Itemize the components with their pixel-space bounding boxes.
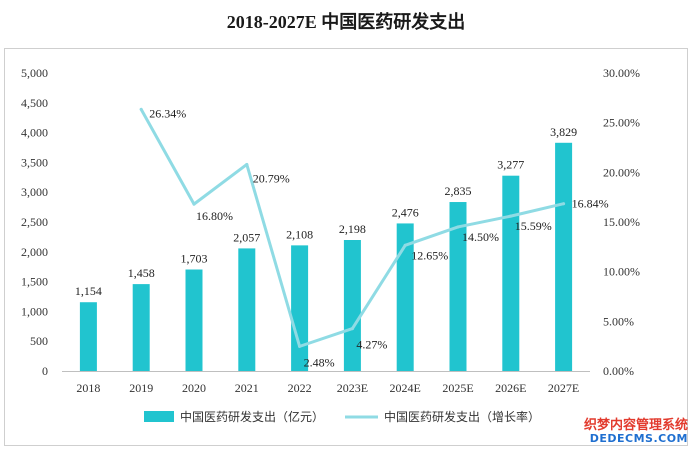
y-left-tick-label: 1,500 bbox=[21, 275, 48, 289]
line-value-label: 2.48% bbox=[304, 355, 335, 369]
x-tick-label: 2023E bbox=[337, 381, 368, 395]
bar bbox=[185, 269, 203, 371]
y-right-tick-label: 5.00% bbox=[603, 314, 634, 328]
y-right-tick-label: 0.00% bbox=[603, 364, 634, 378]
legend-bar-swatch bbox=[144, 411, 174, 422]
bar bbox=[291, 245, 309, 371]
line-point bbox=[562, 202, 566, 206]
y-left-tick-label: 3,500 bbox=[21, 155, 48, 169]
chart-frame bbox=[4, 48, 688, 446]
line-value-label: 16.84% bbox=[572, 197, 609, 211]
x-tick-label: 2022 bbox=[288, 381, 312, 395]
bar bbox=[343, 239, 361, 371]
bar bbox=[238, 248, 256, 371]
line-value-label: 20.79% bbox=[253, 171, 290, 185]
bar-value-label: 2,476 bbox=[392, 205, 419, 219]
line-value-label: 4.27% bbox=[356, 338, 387, 352]
x-tick-label: 2024E bbox=[390, 381, 421, 395]
x-tick-label: 2027E bbox=[548, 381, 579, 395]
bar-value-label: 2,198 bbox=[339, 222, 366, 236]
y-left-tick-label: 3,000 bbox=[21, 185, 48, 199]
bar-value-label: 2,835 bbox=[445, 184, 472, 198]
line-segment bbox=[350, 243, 407, 331]
line-value-label: 15.59% bbox=[515, 219, 552, 233]
watermark-line1: 织梦内容管理系统 bbox=[583, 418, 688, 433]
line-segment bbox=[139, 107, 196, 206]
y-left-tick-label: 1,000 bbox=[21, 304, 48, 318]
y-left-tick-label: 4,000 bbox=[21, 126, 48, 140]
x-tick-label: 2018 bbox=[76, 381, 100, 395]
bar bbox=[396, 223, 414, 371]
x-tick-label: 2025E bbox=[442, 381, 473, 395]
line-segment bbox=[403, 225, 460, 247]
bar-value-label: 1,154 bbox=[75, 284, 102, 298]
y-left-tick-label: 2,500 bbox=[21, 215, 48, 229]
legend-line-label: 中国医药研发支出（增长率） bbox=[384, 409, 540, 424]
bar-value-label: 3,829 bbox=[550, 125, 577, 139]
bar bbox=[132, 284, 150, 371]
bar-value-label: 3,277 bbox=[497, 158, 524, 172]
legend-bar-label: 中国医药研发支出（亿元） bbox=[180, 409, 324, 424]
line-point bbox=[456, 225, 460, 229]
watermark-line2: DEDECMS.COM bbox=[589, 432, 688, 445]
bar-value-label: 1,703 bbox=[181, 252, 208, 266]
bar-value-label: 2,108 bbox=[286, 227, 313, 241]
line-value-label: 14.50% bbox=[462, 230, 499, 244]
line-segment bbox=[456, 214, 513, 229]
y-right-tick-label: 25.00% bbox=[603, 116, 640, 130]
y-left-tick-label: 2,000 bbox=[21, 245, 48, 259]
y-right-tick-label: 10.00% bbox=[603, 265, 640, 279]
watermark-logo: 织梦内容管理系统 DEDECMS.COM bbox=[578, 414, 688, 448]
y-left-tick-label: 500 bbox=[30, 334, 48, 348]
y-left-tick-label: 4,500 bbox=[21, 96, 48, 110]
line-value-label: 16.80% bbox=[196, 209, 233, 223]
y-left-tick-label: 5,000 bbox=[21, 66, 48, 80]
x-tick-label: 2021 bbox=[235, 381, 259, 395]
line-segment bbox=[192, 162, 249, 206]
line-point bbox=[139, 107, 143, 111]
y-right-tick-label: 20.00% bbox=[603, 165, 640, 179]
bar bbox=[555, 142, 573, 371]
line-segment bbox=[298, 327, 354, 348]
line-segment bbox=[245, 162, 302, 348]
line-point bbox=[192, 202, 196, 206]
bar-value-label: 1,458 bbox=[128, 266, 155, 280]
x-tick-label: 2019 bbox=[129, 381, 153, 395]
chart-title: 2018-2027E 中国医药研发支出 bbox=[226, 12, 466, 32]
line-value-label: 12.65% bbox=[411, 248, 448, 262]
line-point bbox=[509, 214, 513, 218]
x-tick-label: 2026E bbox=[495, 381, 526, 395]
bar bbox=[502, 175, 520, 371]
line-segment bbox=[509, 202, 566, 218]
bar bbox=[449, 202, 467, 371]
line-value-label: 26.34% bbox=[149, 106, 186, 120]
bar-value-label: 2,057 bbox=[233, 230, 260, 244]
line-point bbox=[245, 162, 249, 166]
x-tick-label: 2020 bbox=[182, 381, 206, 395]
y-right-tick-label: 30.00% bbox=[603, 66, 640, 80]
line-point bbox=[403, 243, 407, 247]
bar bbox=[79, 302, 97, 371]
line-point bbox=[298, 344, 302, 348]
line-point bbox=[350, 327, 354, 331]
y-right-tick-label: 15.00% bbox=[603, 215, 640, 229]
y-left-tick-label: 0 bbox=[42, 364, 48, 378]
